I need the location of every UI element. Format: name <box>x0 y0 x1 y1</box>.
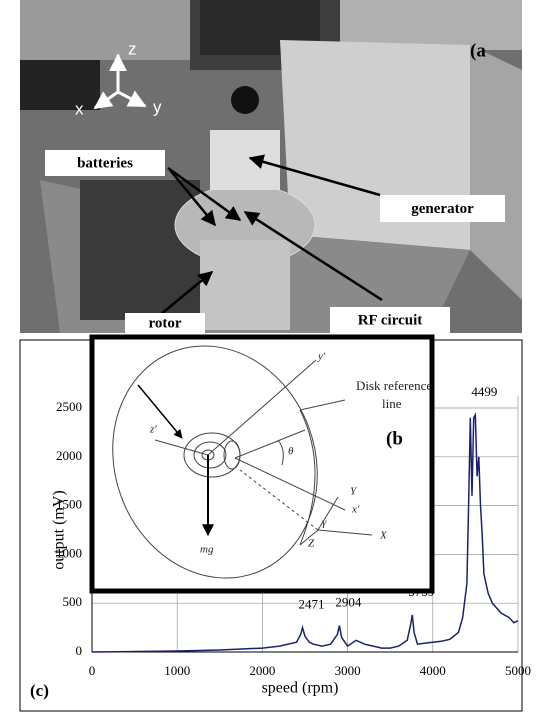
y-axis-label: output (mV) <box>51 490 68 570</box>
motor <box>231 86 259 114</box>
panel-label: (c) <box>30 681 49 700</box>
x-tick-label: 4000 <box>420 663 446 678</box>
x-axis-label: speed (rpm) <box>262 680 339 697</box>
axis-letter: x <box>75 99 84 118</box>
x-tick-label: 2000 <box>249 663 275 678</box>
axis-letter: z <box>128 39 137 58</box>
photo-label: rotor <box>148 315 181 331</box>
diagram-label: γ <box>322 517 327 529</box>
y-tick-label: 2000 <box>56 448 82 463</box>
diagram-label: X <box>379 530 388 542</box>
photo-label: batteries <box>77 155 133 171</box>
figure: 0500100015002000250001000200030004000500… <box>0 0 541 714</box>
oscilloscope <box>20 0 190 60</box>
y-tick-label: 0 <box>76 643 83 658</box>
diagram-label: Disk reference <box>356 378 432 393</box>
diagram-label: x' <box>351 504 360 516</box>
diagram-panel <box>92 337 432 591</box>
generator-block <box>210 130 280 190</box>
photo-label: generator <box>411 201 474 217</box>
diagram-label: θ <box>288 446 294 458</box>
x-tick-label: 1000 <box>164 663 190 678</box>
y-tick-label: 2500 <box>56 399 82 414</box>
panel-label: (b <box>386 428 403 449</box>
panel-label: (a <box>470 40 486 61</box>
diagram-label: y' <box>317 351 326 363</box>
peak-label: 4499 <box>471 384 497 399</box>
rotor-column <box>200 240 290 330</box>
photo-label: RF circuit <box>358 312 423 328</box>
diagram-label: Z <box>308 538 315 550</box>
diagram-label: mg <box>200 544 214 556</box>
circuit-board <box>80 180 200 320</box>
x-tick-label: 5000 <box>505 663 531 678</box>
x-tick-label: 0 <box>89 663 96 678</box>
axis-letter: y <box>153 97 162 116</box>
diagram-label: z' <box>149 424 157 436</box>
peak-label: 2904 <box>335 595 362 610</box>
y-tick-label: 500 <box>63 594 83 609</box>
x-tick-label: 3000 <box>335 663 361 678</box>
diagram-label: line <box>382 396 402 411</box>
bench-left <box>20 60 100 110</box>
peak-label: 2471 <box>299 597 325 612</box>
